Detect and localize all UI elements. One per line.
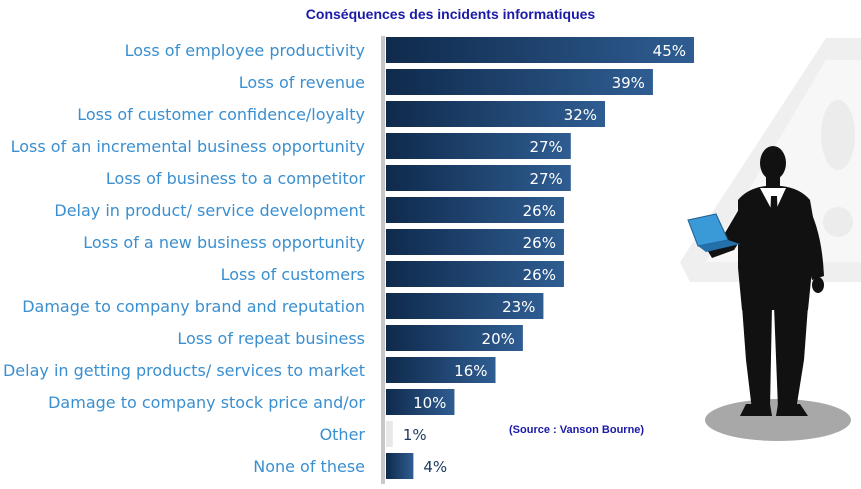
value-label: 32% <box>564 106 597 124</box>
bar <box>386 197 564 223</box>
bar <box>386 133 571 159</box>
laptop-icon <box>687 213 740 252</box>
category-label: Loss of customers <box>221 265 365 284</box>
bar <box>386 357 496 383</box>
bar <box>386 389 455 415</box>
value-label: 27% <box>529 138 562 156</box>
floor-shadow-icon <box>705 399 851 441</box>
value-label: 26% <box>523 234 556 252</box>
businessman-with-laptop-icon <box>706 146 824 416</box>
value-label: 10% <box>413 394 446 412</box>
category-label: Other <box>320 425 366 444</box>
bar <box>386 261 564 287</box>
bar <box>386 101 606 127</box>
category-label: Damage to company stock price and/or <box>48 393 365 412</box>
bar <box>386 69 653 95</box>
value-label: 39% <box>612 74 645 92</box>
bar <box>386 453 414 479</box>
bar <box>386 325 523 351</box>
value-label: 26% <box>523 202 556 220</box>
bar <box>386 293 544 319</box>
category-label: Delay in product/ service development <box>54 201 365 220</box>
chart-title: Conséquences des incidents informatiques <box>305 6 596 22</box>
category-label: Loss of an incremental business opportun… <box>11 137 365 156</box>
category-label: Loss of repeat business <box>177 329 365 348</box>
category-label: Damage to company brand and reputation <box>22 297 365 316</box>
category-label: Delay in getting products/ services to m… <box>3 361 365 380</box>
value-label: 26% <box>523 266 556 284</box>
value-label: 20% <box>482 330 515 348</box>
value-label: 23% <box>502 298 535 316</box>
value-label: 27% <box>529 170 562 188</box>
y-axis-line <box>381 36 385 484</box>
category-label: Loss of business to a competitor <box>106 169 366 188</box>
source-note: (Source : Vanson Bourne) <box>509 424 645 436</box>
category-label: Loss of customer confidence/loyalty <box>77 105 365 124</box>
bar <box>386 37 694 63</box>
bar <box>386 229 564 255</box>
category-label: Loss of revenue <box>239 73 365 92</box>
value-label: 45% <box>653 42 686 60</box>
value-label: 16% <box>454 362 487 380</box>
value-label: 4% <box>423 458 447 476</box>
category-label: Loss of employee productivity <box>125 41 365 60</box>
category-label: Loss of a new business opportunity <box>83 233 365 252</box>
bar <box>386 421 393 447</box>
bar <box>386 165 571 191</box>
category-label: None of these <box>253 457 365 476</box>
value-label: 1% <box>403 426 427 444</box>
